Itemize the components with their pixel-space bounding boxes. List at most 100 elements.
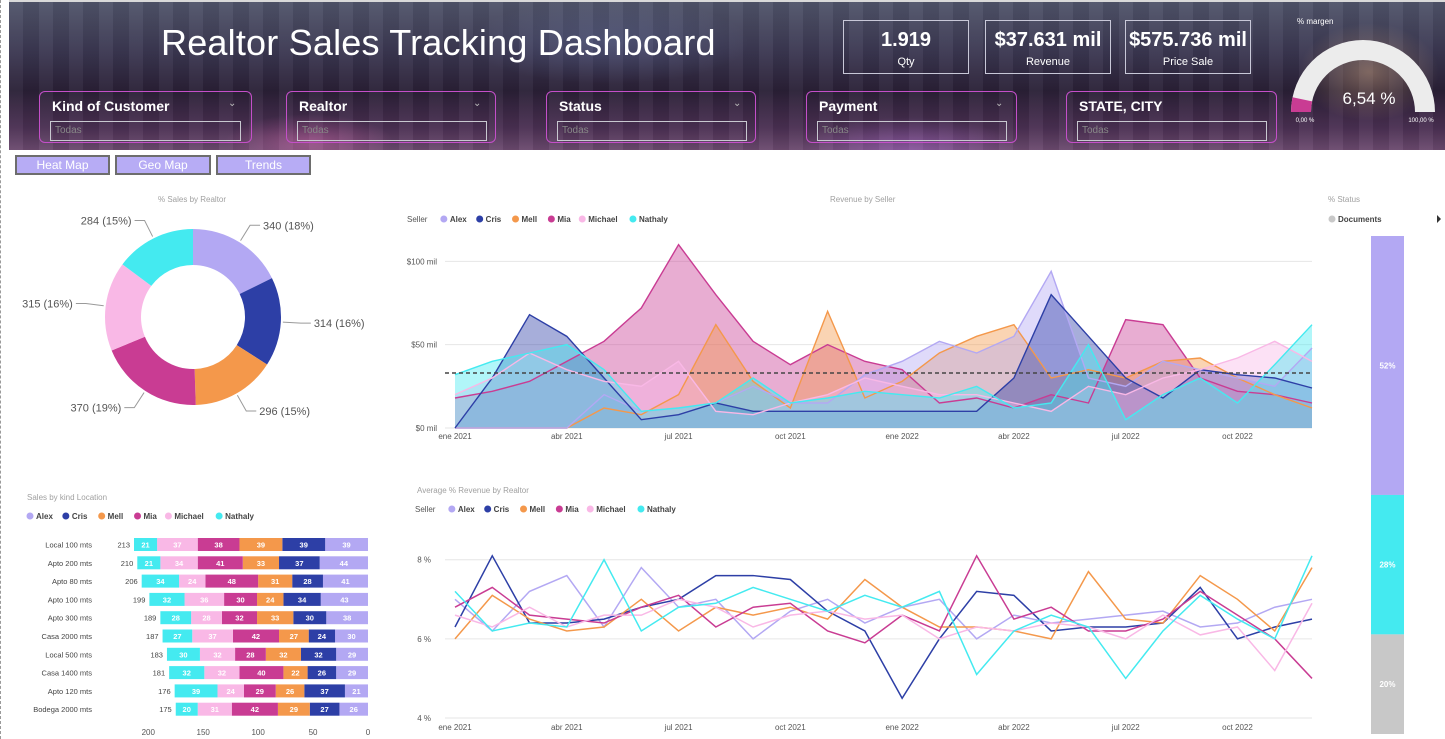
- bar-segment-michael: [160, 556, 198, 570]
- slicer-dropdown[interactable]: Todas: [50, 121, 241, 141]
- donut-data-label: 284 (15%): [81, 215, 132, 227]
- bar-segment-alex: [339, 702, 368, 716]
- bar-data-label: 37: [295, 559, 303, 568]
- chevron-down-icon[interactable]: ⌄: [228, 98, 237, 109]
- bar-segment-michael: [192, 629, 233, 643]
- bar-data-label: 24: [318, 632, 327, 641]
- slicer-dropdown[interactable]: Todas: [1077, 121, 1267, 141]
- donut-leader-line: [282, 321, 311, 324]
- bar-data-label: 33: [257, 559, 265, 568]
- bar-segment-nathaly: [141, 574, 180, 588]
- legend-marker-cris: [476, 215, 484, 223]
- category-label: Apto 80 mts: [52, 577, 92, 586]
- legend-label-michael: Michael: [174, 512, 203, 521]
- bar-data-label: 31: [271, 577, 279, 586]
- bar-data-label: 21: [141, 541, 149, 550]
- slicer-dropdown[interactable]: Todas: [557, 121, 747, 141]
- bar-segment-nathaly: [174, 684, 218, 698]
- status-segment: [1371, 236, 1404, 495]
- bar-data-label: 42: [252, 632, 260, 641]
- bar-data-label: 34: [156, 577, 165, 586]
- slicer-status[interactable]: Status ⌄ Todas: [546, 91, 756, 143]
- legend-label-alex: Alex: [458, 505, 475, 514]
- gauge-value: 6,54 %: [1343, 89, 1396, 108]
- bar-total-label: 187: [146, 632, 159, 641]
- chevron-down-icon[interactable]: ⌄: [473, 98, 482, 109]
- legend-label-cris: Cris: [494, 505, 510, 514]
- slicer-kind-of-customer[interactable]: Kind of Customer ⌄ Todas: [39, 91, 252, 143]
- legend-label-mia: Mia: [557, 215, 571, 224]
- bar-segment-mia: [243, 684, 276, 698]
- bar-data-label: 29: [256, 687, 264, 696]
- chevron-down-icon[interactable]: ⌄: [995, 98, 1004, 109]
- gauge-track: [1291, 40, 1435, 112]
- heat-map-button[interactable]: Heat Map: [15, 155, 110, 175]
- slicer-dropdown[interactable]: Todas: [297, 121, 487, 141]
- bar-data-label: 28: [202, 614, 210, 623]
- donut-leader-line: [236, 395, 257, 412]
- trends-button[interactable]: Trends: [216, 155, 311, 175]
- legend-label-michael: Michael: [596, 505, 625, 514]
- kpi-card-price-sale: $575.736 mil Price Sale: [1125, 20, 1251, 74]
- bar-segment-michael: [179, 574, 206, 588]
- bar-segment-mell: [242, 556, 280, 570]
- bar-segment-mia: [232, 629, 280, 643]
- legend-marker-documents: [1328, 215, 1336, 223]
- series-line-mia: [454, 243, 1313, 409]
- bar-data-label: 32: [183, 669, 191, 678]
- bar-segment-alex: [326, 611, 368, 625]
- series-line-nathaly: [454, 324, 1313, 421]
- legend-label-alex: Alex: [36, 512, 53, 521]
- bar-segment-alex: [335, 629, 368, 643]
- bar-segment-cris: [283, 592, 321, 606]
- chevron-down-icon[interactable]: ⌄: [733, 98, 742, 109]
- bar-data-label: 27: [173, 632, 181, 641]
- bar-data-label: 39: [342, 541, 350, 550]
- bar-data-label: 27: [290, 632, 298, 641]
- kpi-label: Price Sale: [1162, 56, 1214, 68]
- slicer-dropdown[interactable]: Todas: [817, 121, 1007, 141]
- bar-segment-mell: [265, 647, 301, 661]
- slicer-label: Status: [559, 98, 602, 114]
- legend-label-documents: Documents: [1338, 215, 1382, 224]
- geo-map-button[interactable]: Geo Map: [115, 155, 211, 175]
- bar-segment-nathaly: [175, 702, 198, 716]
- series-line-michael: [454, 340, 1313, 416]
- kpi-value: 1.919: [880, 29, 932, 51]
- bar-data-label: 37: [320, 687, 328, 696]
- bar-data-label: 43: [340, 595, 348, 604]
- bar-segment-alex: [336, 666, 368, 680]
- avg-revenue-line-chart: Seller Alex Cris Mell Mia Michael Nathaly 4 % 6 …: [415, 505, 1313, 732]
- x-tick-label: jul 2022: [1111, 723, 1141, 732]
- bar-data-label: 48: [228, 577, 236, 586]
- location-chart-title: Sales by kind Location: [27, 493, 108, 502]
- legend-marker-mia: [547, 215, 555, 223]
- category-label: Bodega 2000 mts: [33, 705, 92, 714]
- y-tick-label: 4 %: [417, 714, 431, 723]
- legend-marker-cris: [62, 512, 70, 520]
- bar-segment-nathaly: [166, 647, 200, 661]
- bar-data-label: 39: [257, 541, 265, 550]
- bar-segment-nathaly: [162, 629, 193, 643]
- bar-data-label: 32: [235, 614, 243, 623]
- donut-data-label: 296 (15%): [259, 406, 310, 418]
- x-tick-label: 200: [142, 728, 156, 737]
- category-label: Local 100 mts: [45, 541, 92, 550]
- slicer-state-city[interactable]: STATE, CITY Todas: [1066, 91, 1277, 143]
- bar-data-label: 42: [251, 705, 259, 714]
- bar-segment-mia: [221, 611, 258, 625]
- bar-data-label: 28: [172, 614, 180, 623]
- bar-segment-cris: [300, 647, 337, 661]
- legend-label-mell: Mell: [108, 512, 124, 521]
- x-tick-label: oct 2022: [1222, 723, 1253, 732]
- slicer-realtor[interactable]: Realtor ⌄ Todas: [286, 91, 496, 143]
- legend-marker-alex: [448, 505, 456, 513]
- legend-marker-nathaly: [215, 512, 223, 520]
- legend-marker-mell: [98, 512, 106, 520]
- slicer-label: Realtor: [299, 98, 348, 114]
- status-data-label: 52%: [1379, 361, 1395, 370]
- donut-data-label: 370 (19%): [71, 403, 122, 415]
- donut-data-label: 315 (16%): [22, 299, 73, 311]
- bar-total-label: 181: [153, 669, 166, 678]
- slicer-payment[interactable]: Payment ⌄ Todas: [806, 91, 1017, 143]
